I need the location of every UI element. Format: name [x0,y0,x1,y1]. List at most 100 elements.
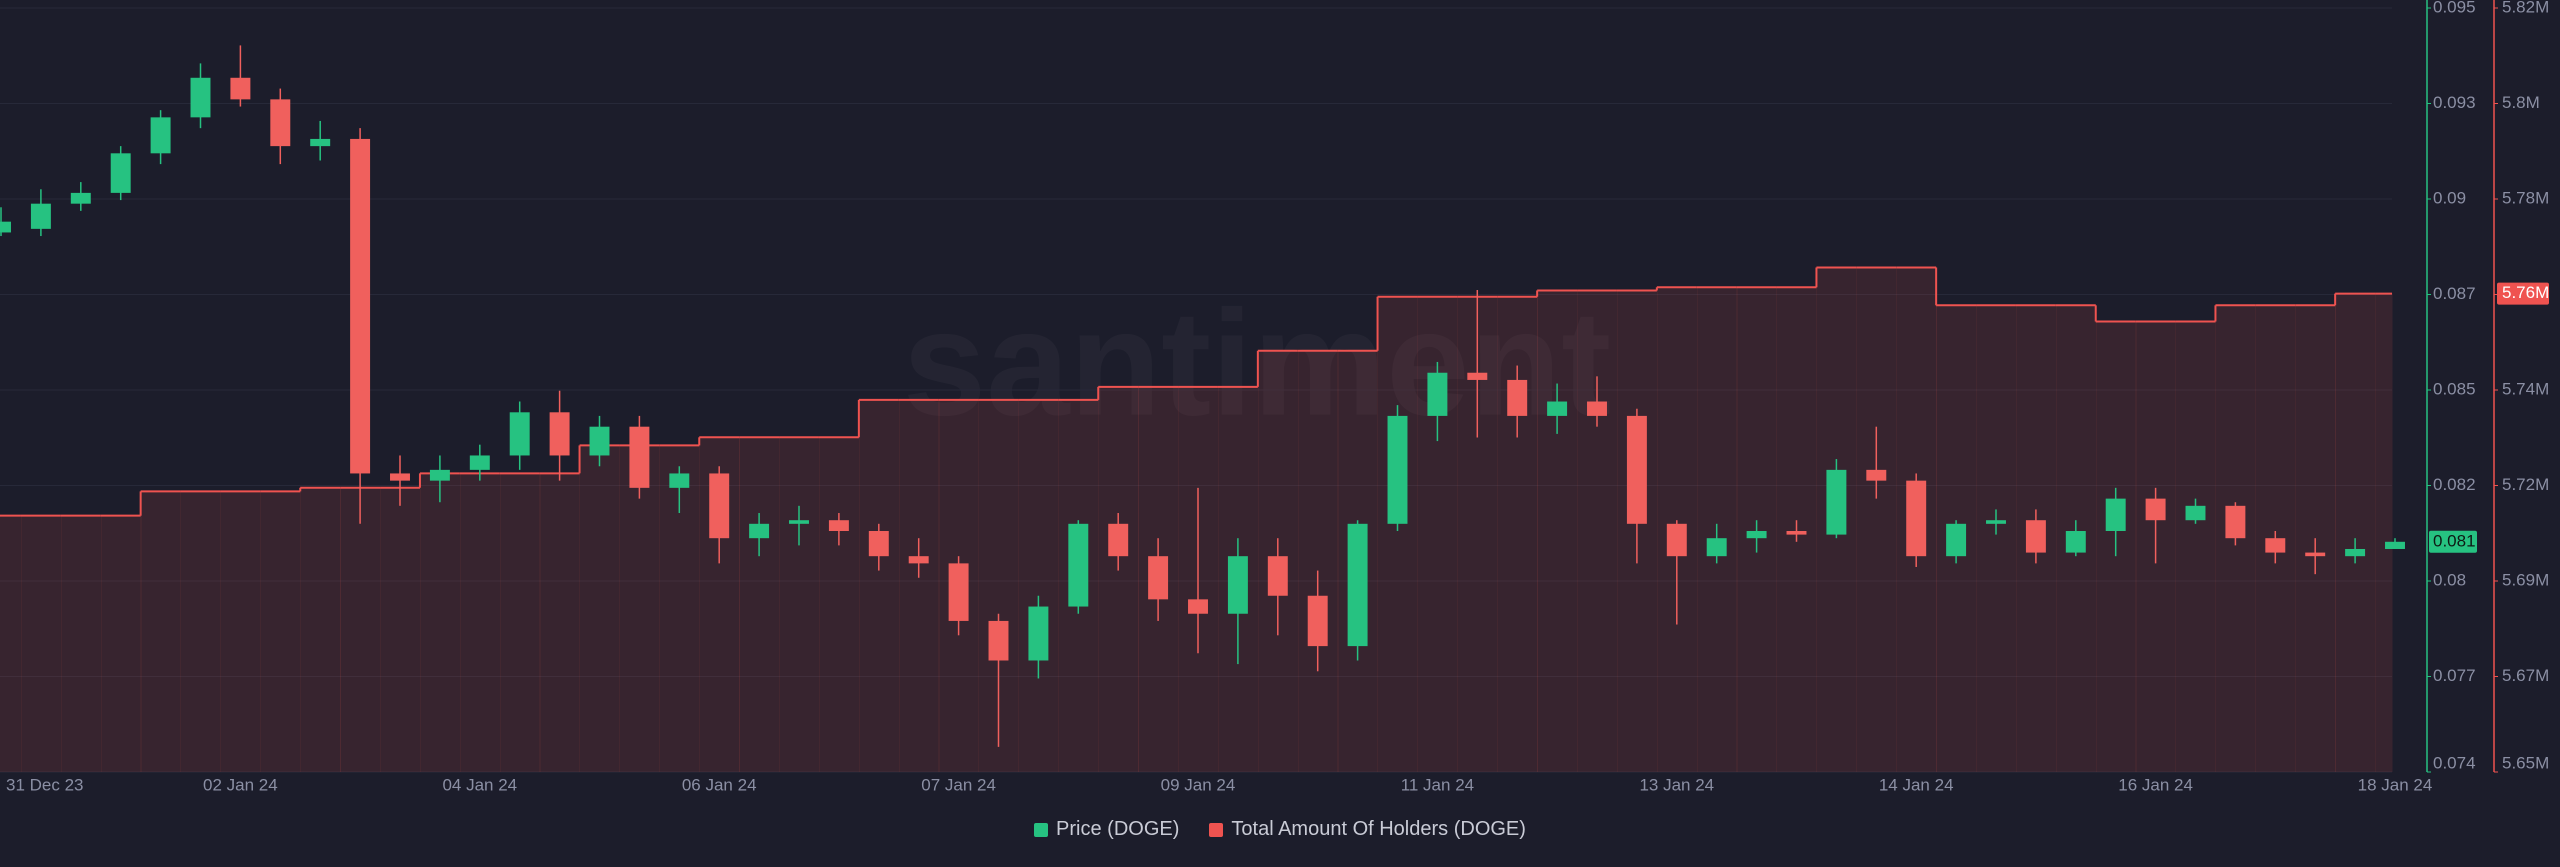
holders-area [619,445,660,772]
candle-body [1826,469,1847,535]
candle-body [789,520,809,524]
chart: santiment 0.0740.0770.080.0820.0850.0870… [0,0,2549,794]
y2-tick-label: 5.67M [2502,666,2549,685]
x-tick-label: 04 Jan 24 [442,775,517,794]
candle-body [589,426,610,456]
candle-body [70,192,91,204]
candle-body [30,203,51,229]
holders-badge-label: 5.76M [2502,283,2549,302]
candle-body [1507,379,1528,416]
candle-body [469,455,490,470]
x-tick-label: 18 Jan 24 [2358,775,2433,794]
legend-swatch [1034,822,1049,837]
x-tick-label: 14 Jan 24 [1879,775,1954,794]
candle-body [1427,372,1448,416]
holders-area [1377,296,1419,772]
holders-area [739,437,780,772]
candle-body [0,221,11,233]
holders-area [180,491,222,772]
holders-area [898,399,940,772]
candle-body [2105,498,2126,532]
candle-body [350,138,371,474]
holders-area [0,515,22,772]
candle-body [509,412,530,456]
candle-body [1906,480,1927,557]
holders-area [419,473,461,772]
candle-body [1587,401,1607,416]
holders-area [858,399,900,772]
holders-area [2375,293,2393,772]
candle-body [2225,505,2246,539]
holders-area [1976,305,2017,772]
y-tick-label: 0.085 [2433,379,2476,398]
candle-body [190,77,211,118]
holders-badge [2497,282,2549,305]
candle-body [150,117,171,154]
candle-body [1706,538,1727,557]
candle-body [2305,552,2326,557]
candle-body [1188,599,1208,614]
candle-body [1267,556,1288,596]
candle-body [1666,523,1687,557]
candle-body [669,473,690,488]
candle-body [549,412,570,456]
candle-body [709,473,730,539]
holders-area [818,437,860,772]
x-tick-label: 11 Jan 24 [1401,775,1474,794]
x-tick-label: 31 Dec 23 [6,775,84,794]
y-tick-label: 0.077 [2433,666,2476,685]
holders-area [1856,267,1897,772]
candle-body [1786,531,1807,535]
candle-body [1387,415,1408,524]
candle-body [110,153,131,193]
y-tick-label: 0.074 [2433,753,2476,772]
holders-area [779,437,820,772]
y2-tick-label: 5.82M [2502,0,2549,16]
y2-tick-label: 5.8M [2502,93,2540,112]
y-tick-label: 0.08 [2433,570,2466,589]
candle-body [2185,505,2206,521]
y2-tick-label: 5.78M [2502,188,2549,207]
candle-body [1986,520,2006,524]
holders-area [499,473,541,772]
candle-body [1547,401,1568,416]
y2-tick-label: 5.72M [2502,475,2549,494]
candle-body [2025,520,2046,553]
legend-label: Total Amount Of Holders (DOGE) [1231,818,1526,840]
legend-item[interactable]: Total Amount Of Holders (DOGE) [1209,818,1526,841]
holders-area [220,491,261,772]
legend-label: Price (DOGE) [1056,818,1180,840]
holders-area [539,473,581,772]
candle-body [310,138,331,147]
candle-body [1626,415,1647,524]
candle-body [1746,531,1767,539]
price-series [0,45,2405,747]
candle-body [2265,538,2286,553]
candle-body [270,99,291,147]
legend: Price (DOGE) Total Amount Of Holders (DOG… [0,818,2560,841]
candle-body [2065,531,2086,553]
x-tick-label: 02 Jan 24 [203,775,278,794]
holders-area [2175,321,2217,772]
candle-body [1307,595,1328,647]
price-badge [2429,530,2477,553]
candle-body [1068,523,1089,607]
candle-body [2345,548,2366,557]
candle-body [988,620,1009,661]
holders-area [100,515,142,772]
legend-item[interactable]: Price (DOGE) [1034,818,1179,841]
y-tick-label: 0.09 [2433,188,2466,207]
holders-area [1297,350,1339,772]
candle-body [749,523,770,539]
candle-body [390,473,410,481]
holders-area [579,445,621,772]
x-tick-label: 07 Jan 24 [921,775,996,794]
candle-body [1866,469,1887,481]
holders-area [300,487,341,772]
holders-area [2335,293,2376,772]
candle-body [1108,523,1129,557]
candle-body [1227,556,1248,614]
holders-area [1018,399,1059,772]
holders-area [260,491,301,772]
